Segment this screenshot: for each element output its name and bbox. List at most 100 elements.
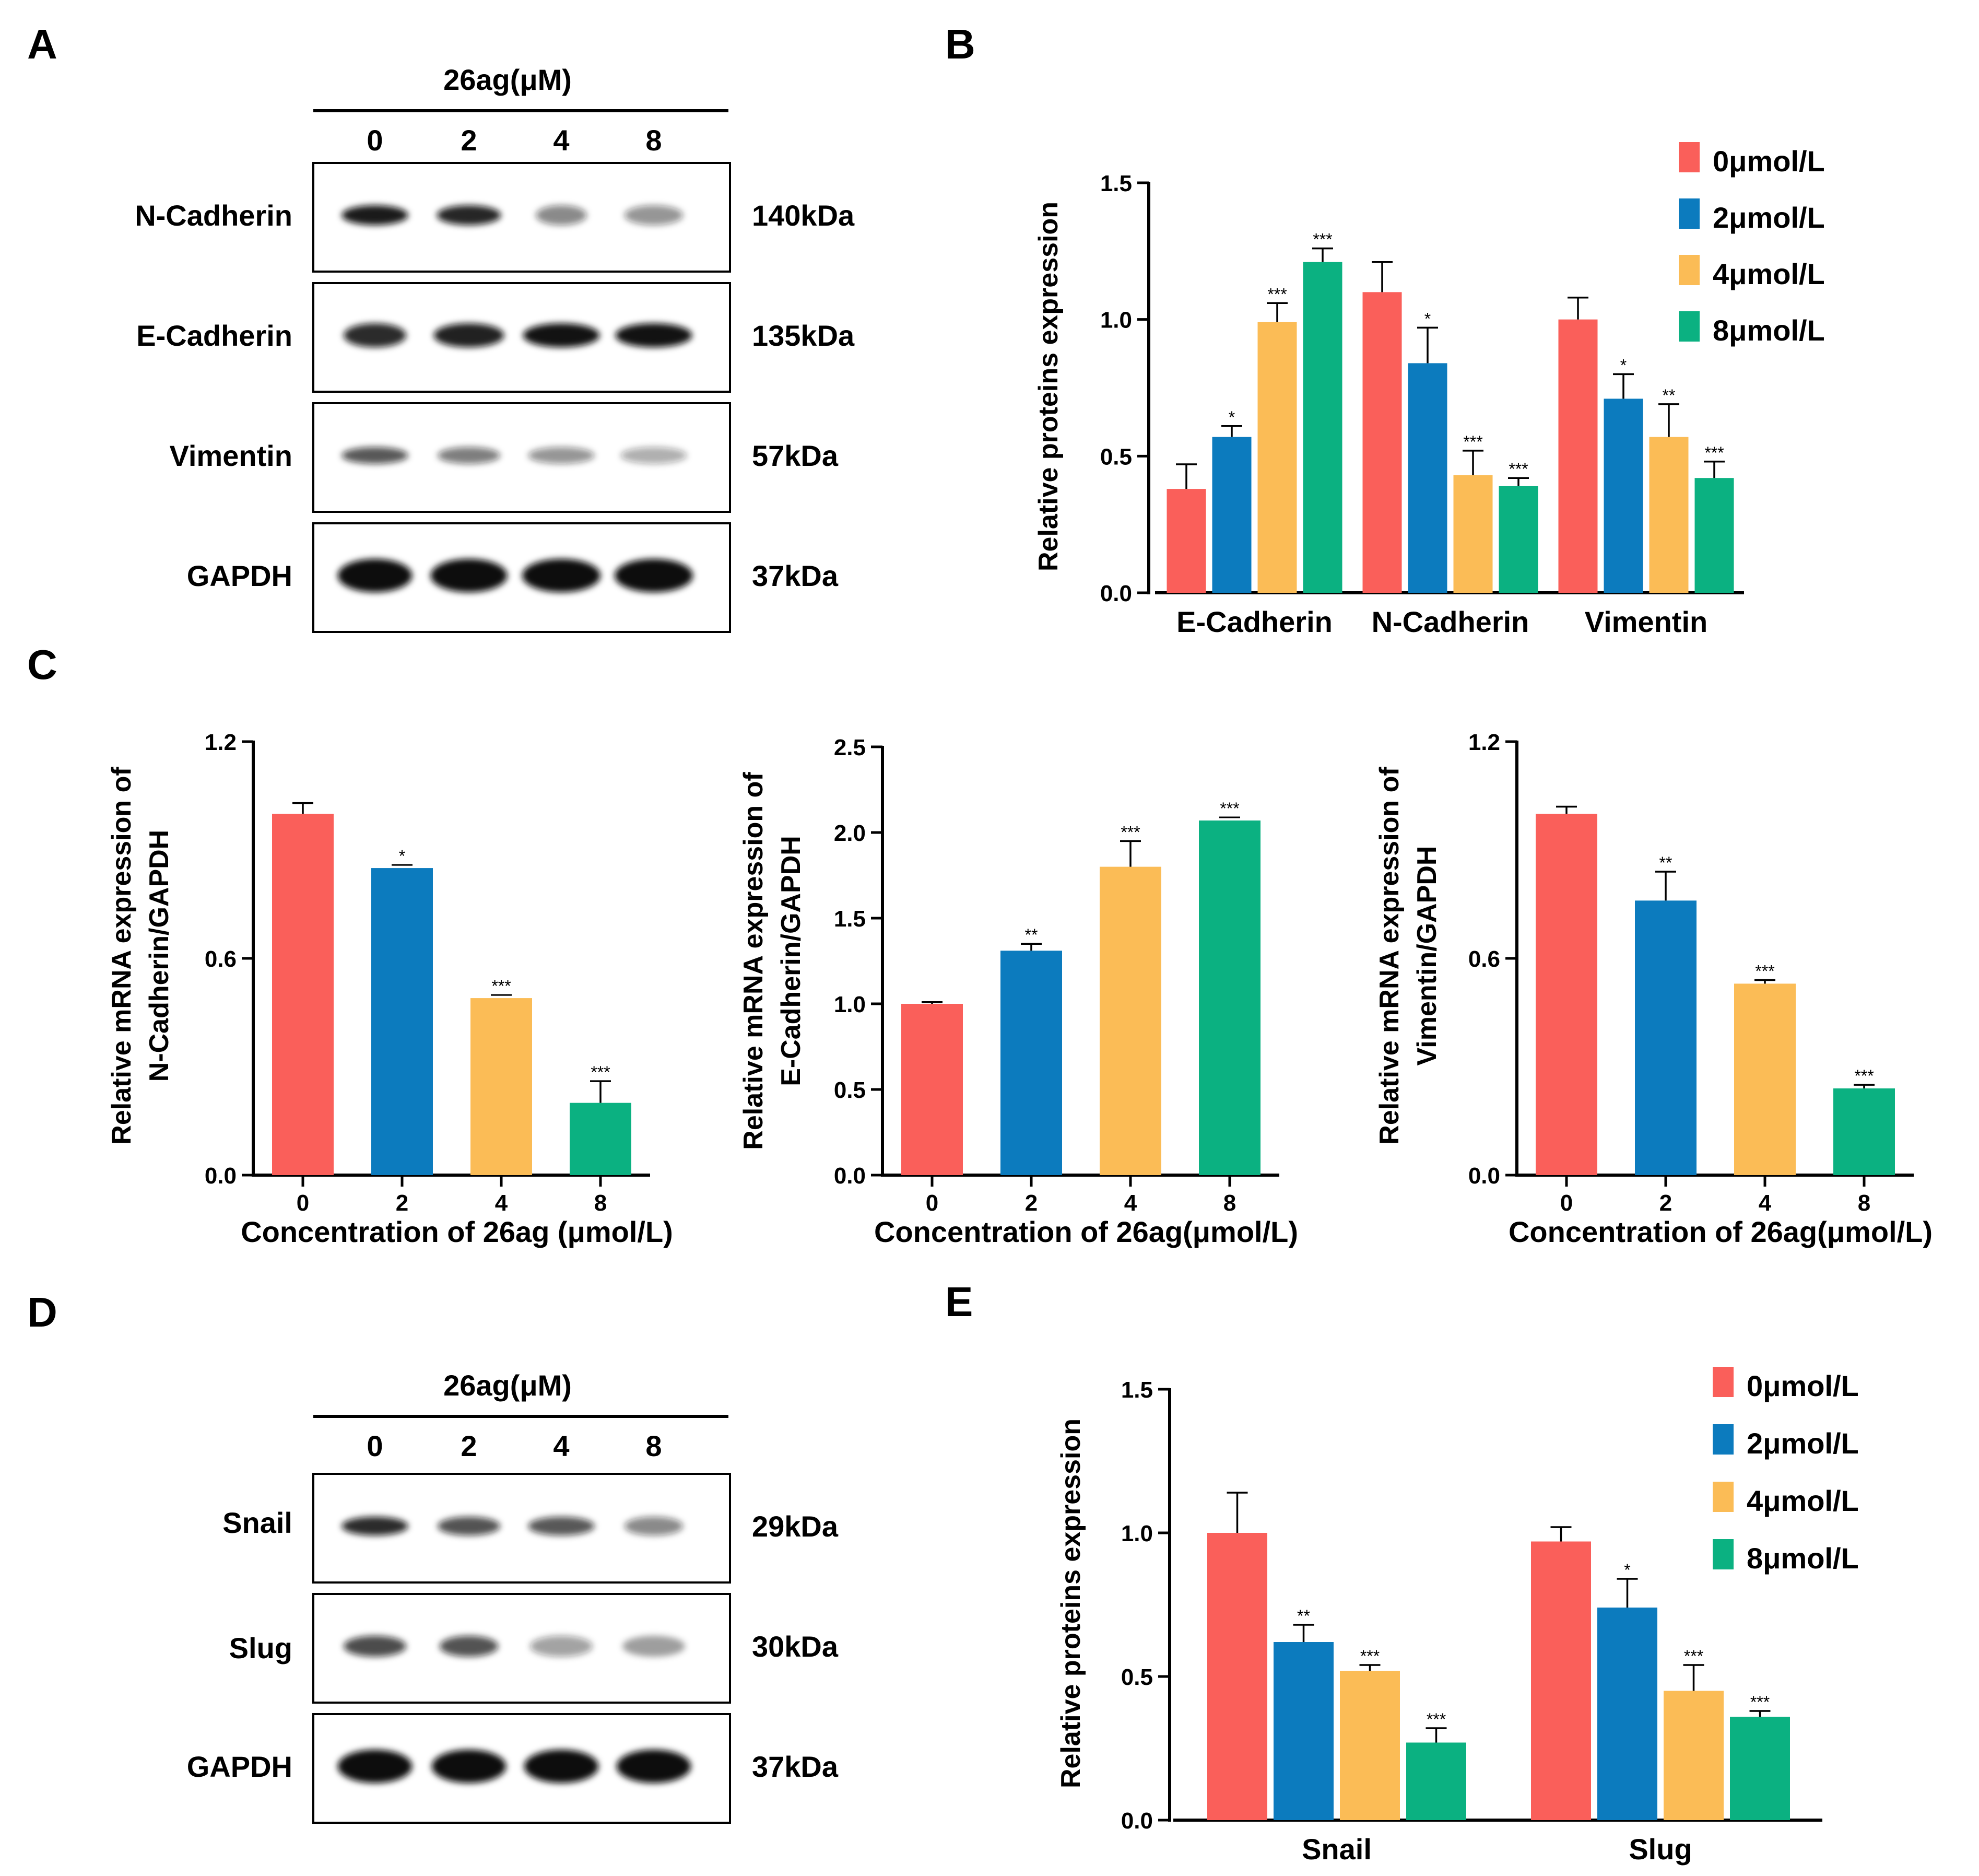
y-axis-label: Relative proteins expression [1033,202,1064,571]
blot-row-label: N-Cadherin [135,199,292,232]
lane-label: 4 [553,1429,569,1462]
legend-label: 8μmol/L [1713,314,1825,347]
y-tick-label: 1.0 [1121,1521,1153,1546]
blot-panel-d: 26ag(μM) 0 2 4 8 Snail 29kDa Slug 30kDa … [187,1369,839,1824]
blot-band [524,1750,599,1783]
bar [1694,478,1734,593]
band-group [344,1636,685,1657]
y-tick-label: 1.0 [1100,308,1132,333]
blot-row-label: GAPDH [187,559,292,592]
blot-band [624,1517,684,1535]
blot-size-label: 29kDa [752,1510,839,1543]
significance-label: ** [1663,386,1676,405]
band-group [341,205,684,225]
y-tick-label: 1.5 [1121,1377,1153,1403]
blot-row-label: Slug [229,1632,292,1664]
blot-band [616,1750,691,1783]
legend-swatch [1679,142,1700,172]
panel-label-d: D [27,1289,57,1335]
y-tick-label: 1.2 [205,730,237,755]
x-tick-label: 0 [1560,1190,1573,1216]
blot-band [337,559,413,592]
bar [1274,1642,1334,1820]
blot-band [536,205,587,225]
significance-label: *** [1313,230,1332,249]
y-tick-label: 0.6 [1468,946,1500,972]
legend-label: 2μmol/L [1747,1427,1859,1460]
chart-e: 0.0 0.5 1.0 1.5 Relative proteins expression… [1056,1367,1859,1866]
blot-row-label: Vimentin [170,439,292,472]
bar [1199,820,1261,1175]
blot-band [528,1517,595,1535]
y-axis-label: Relative proteins expression [1056,1418,1086,1788]
significance-label: *** [1267,285,1287,303]
x-tick-label: 0 [297,1190,309,1216]
significance-label: *** [1220,799,1239,818]
bar [1664,1691,1724,1820]
lane-label: 2 [461,124,477,157]
bar [1362,292,1402,593]
x-group-label: Snail [1302,1833,1372,1866]
significance-label: *** [1684,1647,1703,1666]
band-group [337,559,693,592]
significance-label: ** [1297,1607,1310,1625]
significance-label: *** [1704,443,1724,462]
lane-label: 4 [553,124,569,157]
blot-size-label: 37kDa [752,1750,839,1783]
x-tick-label: 0 [926,1190,938,1216]
x-axis-label: Concentration of 26ag(μmol/L) [1509,1215,1933,1248]
blot-size-label: 57kDa [752,439,839,472]
legend-label: 0μmol/L [1747,1369,1859,1402]
significance-label: * [1424,309,1431,328]
blot-band [620,447,687,464]
blot-row-label: E-Cadherin [136,319,292,352]
significance-label: *** [1509,460,1528,478]
significance-label: * [1624,1561,1630,1579]
bar [1558,319,1598,593]
bar [1531,1541,1591,1820]
blot-band [341,1517,408,1535]
bar [1833,1088,1895,1175]
blot-band [438,1517,500,1535]
bar [1604,398,1643,593]
panel-label-b: B [945,21,975,67]
y-axis-label: Relative mRNA expression of [107,767,137,1145]
bar [1408,363,1447,593]
bar [1649,437,1689,593]
chart-c3: 0.0 0.6 1.2 Relative mRNA expression of Vime… [1374,730,1933,1248]
y-tick-label: 1.5 [834,906,866,932]
lane-label: 2 [461,1429,477,1462]
bar [1406,1742,1466,1820]
bar [1635,900,1697,1175]
blot-size-label: 37kDa [752,559,839,592]
x-tick-label: 8 [1858,1190,1870,1216]
chart-c2: 0.0 0.5 1.0 1.5 2.0 2.5 Relative mRNA expressi… [738,735,1298,1248]
lane-label: 8 [645,1429,662,1462]
blot-band [530,1636,593,1657]
bar [1167,489,1206,593]
y-tick-label: 0.0 [834,1163,866,1189]
blot-band [344,1636,406,1657]
blot-size-label: 140kDa [752,199,855,232]
x-group-label: E-Cadherin [1176,605,1333,638]
y-tick-label: 1.0 [834,992,866,1017]
significance-label: * [399,847,405,865]
blot-band [344,323,406,347]
blot-row-label: Snail [222,1506,292,1539]
x-tick-label: 2 [1025,1190,1038,1216]
blot-band [615,323,692,347]
band-group [341,1517,684,1535]
significance-label: *** [1755,962,1774,981]
blot-band [522,559,600,592]
bar [1257,322,1297,593]
bar [901,1004,963,1175]
band-group [344,323,692,347]
bar [1453,475,1493,593]
blot-band [431,1750,506,1783]
bar [1730,1717,1790,1820]
y-tick-label: 1.5 [1100,171,1132,196]
legend-label: 2μmol/L [1713,201,1825,234]
lane-label: 0 [367,124,383,157]
band-group [341,447,687,464]
y-tick-label: 0.5 [834,1077,866,1103]
